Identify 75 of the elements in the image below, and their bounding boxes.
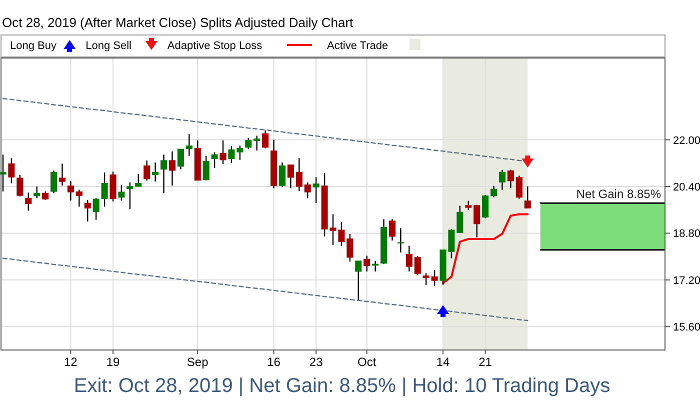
candlestick <box>355 260 362 301</box>
y-tick-label: 17.20 <box>673 274 700 287</box>
candlestick <box>254 135 260 152</box>
candlestick <box>160 154 168 194</box>
candlestick <box>211 152 218 169</box>
y-tick-label: 15.60 <box>673 322 700 334</box>
candlestick <box>507 169 514 189</box>
candlestick <box>92 198 100 220</box>
candlestick <box>397 228 404 254</box>
candlestick <box>422 272 430 286</box>
candlestick <box>296 158 302 192</box>
candlestick <box>84 199 91 222</box>
candlestick <box>177 148 184 170</box>
candlestick <box>304 182 311 199</box>
x-tick-label: 14 <box>436 355 450 369</box>
y-tick-label: 18.80 <box>673 228 700 240</box>
candlestick <box>312 176 320 204</box>
candlestick <box>456 205 464 234</box>
candlestick <box>465 200 472 210</box>
x-tick-label: Sep <box>186 355 209 369</box>
band-label: Net Gain 8.85% <box>576 187 662 202</box>
candlestick <box>50 170 58 194</box>
candlestick <box>228 145 235 164</box>
candlestick <box>101 172 108 208</box>
x-tick-label: Oct <box>358 355 377 369</box>
candlestick <box>186 134 192 156</box>
candlestick <box>168 150 176 186</box>
candlestick <box>16 174 24 198</box>
candlestick <box>364 255 370 272</box>
candlestick <box>25 192 32 212</box>
candlestick <box>524 186 531 209</box>
candlestick <box>287 164 294 189</box>
candlestick <box>431 269 438 286</box>
line-series <box>442 213 529 284</box>
candlestick <box>220 140 226 165</box>
candlestick <box>406 245 412 272</box>
candlestick <box>388 218 396 242</box>
candlestick <box>152 162 159 182</box>
legend-label: Long Sell <box>86 40 132 52</box>
candlestick <box>67 180 74 202</box>
candlestick <box>76 189 82 208</box>
candlestick <box>8 158 15 184</box>
chart-title: Oct 28, 2019 (After Market Close) Splits Adjusted Daily Chart <box>2 15 354 30</box>
candlestick <box>474 204 480 238</box>
candlestick <box>202 155 210 181</box>
candlestick <box>144 160 150 182</box>
candlestick <box>414 255 421 276</box>
text: Active Trade <box>327 40 388 52</box>
candlestick <box>245 137 252 150</box>
legend-label: Long Buy <box>10 40 57 52</box>
x-tick-label: 19 <box>106 355 120 369</box>
candlestick <box>498 169 506 190</box>
candlestick <box>126 182 134 210</box>
y-tick-label: 20.40 <box>673 181 700 194</box>
candlestick <box>0 154 6 192</box>
x-tick-label: 12 <box>64 355 78 369</box>
candlestick <box>346 233 354 262</box>
text: Exit: Oct 28, 2019 | Net Gain: 8.85% | Hold: 10 Trading Days <box>74 375 610 397</box>
x-tick-label: 21 <box>478 355 492 369</box>
x-tick-label: 23 <box>309 355 324 369</box>
candlestick <box>262 130 269 149</box>
candlestick <box>482 194 489 219</box>
candlestick <box>236 145 244 161</box>
candlestick <box>516 175 522 200</box>
candlestick <box>110 170 116 202</box>
candlestick <box>58 163 66 186</box>
candlestick <box>490 185 498 198</box>
legend-label: Adaptive Stop Loss <box>167 40 263 52</box>
line-series <box>2 258 528 322</box>
candlestick <box>34 186 40 199</box>
candlestick <box>278 162 286 188</box>
candlestick <box>135 174 142 188</box>
y-tick-label: 22.00 <box>673 134 700 147</box>
candlestick <box>118 184 125 202</box>
x-tick-label: 16 <box>267 355 281 369</box>
